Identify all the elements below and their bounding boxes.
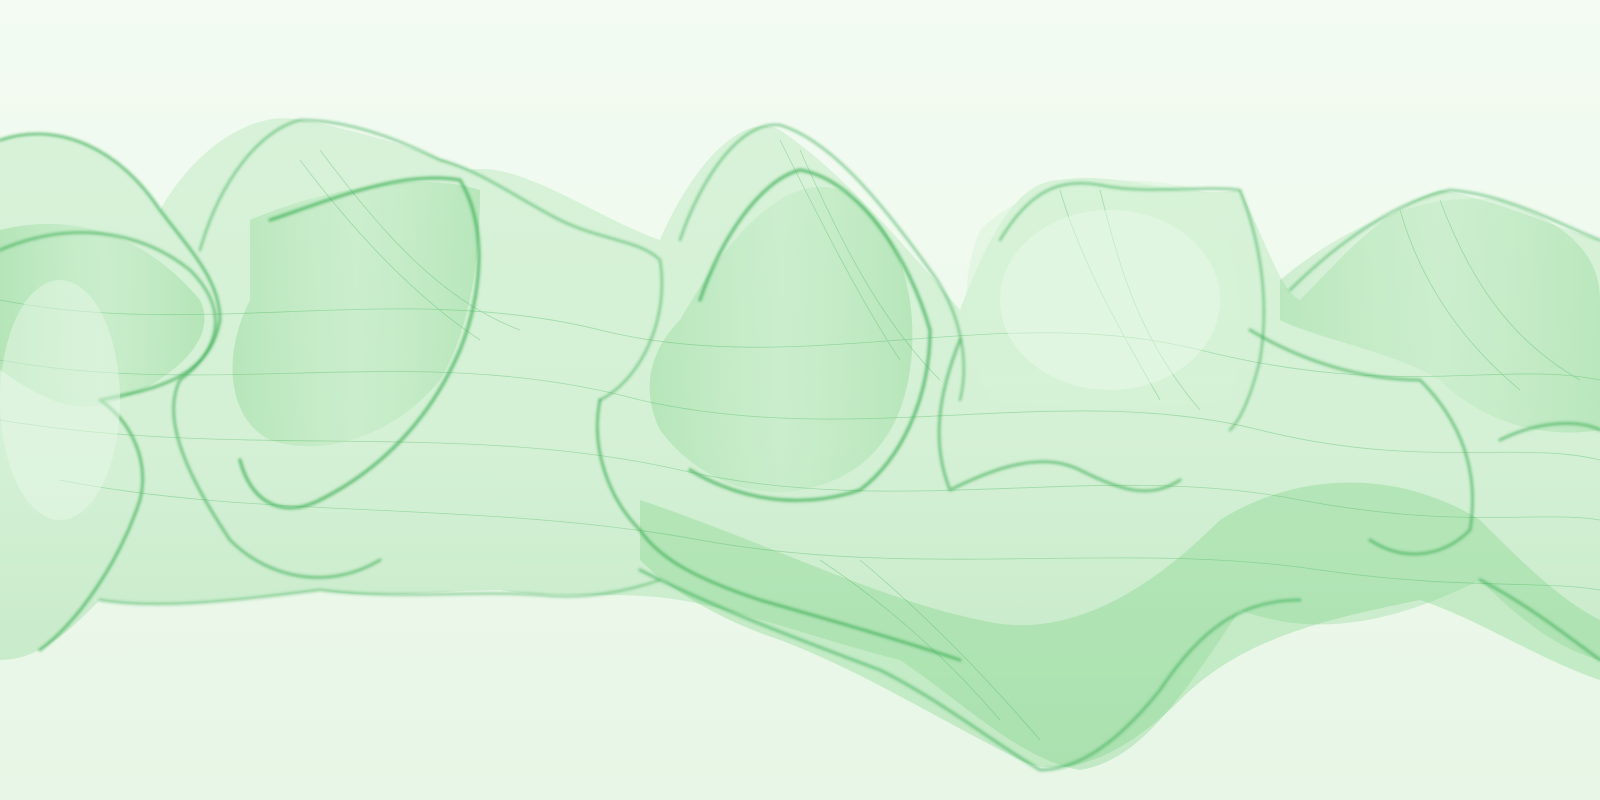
ribbon-edge-8	[937, 338, 1182, 493]
ribbon-fold-center-left	[232, 181, 480, 447]
fiber-9	[819, 559, 1041, 741]
fiber-4	[59, 479, 1600, 591]
ribbon-edge-1	[0, 132, 222, 652]
ribbon-edge-13	[638, 568, 1302, 772]
sheen-highlight-center-right	[1000, 210, 1220, 390]
fiber-8	[1399, 199, 1581, 391]
ribbon-edge-5	[595, 398, 962, 662]
ribbon-edge-2	[0, 231, 382, 579]
ribbon-edge-14	[98, 578, 662, 606]
fiber-5	[299, 149, 521, 341]
ribbon-edge-10	[1248, 328, 1474, 556]
ribbon-edge-strokes	[0, 118, 1600, 772]
ribbon-edge-11	[1288, 188, 1600, 292]
ribbon-edge-6	[688, 168, 932, 503]
ribbon-edge-12	[1478, 422, 1600, 662]
ribbon-fold-right	[1280, 198, 1600, 433]
ribbon-fold-center	[649, 186, 913, 492]
ribbon-lower-swath	[640, 482, 1600, 768]
fiber-7	[1059, 189, 1201, 411]
fiber-1	[0, 299, 1600, 381]
ribbon-edge-3	[238, 176, 481, 510]
ribbon-edge-4	[198, 118, 664, 402]
ribbon-fold-center-right	[966, 180, 1240, 408]
fiber-6	[779, 139, 941, 381]
ribbon-edge-9	[998, 181, 1266, 432]
fiber-2	[0, 359, 1600, 461]
sheen-highlight-left	[0, 280, 120, 520]
ribbon-fiber-lines	[0, 139, 1600, 741]
ribbon-edge-7	[678, 123, 965, 402]
fiber-3	[0, 419, 1600, 521]
